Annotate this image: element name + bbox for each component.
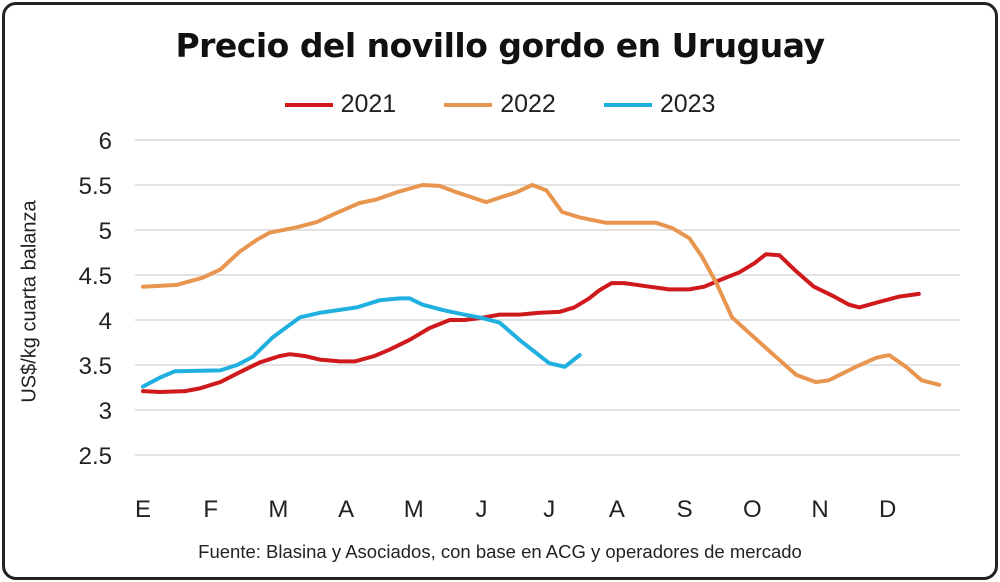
y-tick-label: 4.5 [79, 263, 112, 290]
y-tick-label: 5 [99, 218, 112, 245]
x-tick-label: A [609, 496, 625, 523]
y-tick-label: 2.5 [79, 443, 112, 470]
legend-item-2022: 2022 [444, 90, 556, 119]
x-tick-label: J [476, 496, 488, 523]
legend-item-2021: 2021 [284, 90, 397, 119]
x-tick-label: J [543, 496, 555, 523]
y-tick-label: 4 [99, 308, 112, 335]
chart-title: Precio del novillo gordo en Uruguay [175, 26, 825, 65]
x-tick-label: M [268, 496, 288, 523]
x-tick-label: M [404, 496, 424, 523]
legend-swatch-2022 [444, 102, 493, 107]
legend-item-2023: 2023 [603, 90, 716, 119]
legend-label-2021: 2021 [340, 90, 397, 118]
series-line-2022 [141, 183, 942, 387]
y-tick-label: 3 [99, 398, 112, 425]
x-tick-label: F [203, 496, 218, 523]
x-tick-label: O [743, 496, 762, 523]
x-tick-label: A [338, 496, 354, 523]
x-tick-label: E [135, 496, 151, 523]
source-note: Fuente: Blasina y Asociados, con base en… [198, 541, 802, 562]
x-tick-label: N [811, 496, 828, 523]
series-line-2021 [141, 252, 921, 394]
legend-label-2023: 2023 [659, 90, 716, 118]
y-tick-label: 3.5 [79, 353, 112, 380]
y-tick-label: 5.5 [79, 173, 112, 200]
y-tick-label: 6 [99, 128, 112, 155]
legend-swatch-2023 [603, 102, 652, 107]
series-line-2023 [141, 296, 582, 389]
legend-label-2022: 2022 [500, 90, 556, 118]
legend: 2021 2022 2023 [0, 90, 1000, 119]
x-tick-label: S [677, 496, 693, 523]
x-tick-label: D [879, 496, 896, 523]
legend-swatch-2021 [284, 102, 333, 107]
